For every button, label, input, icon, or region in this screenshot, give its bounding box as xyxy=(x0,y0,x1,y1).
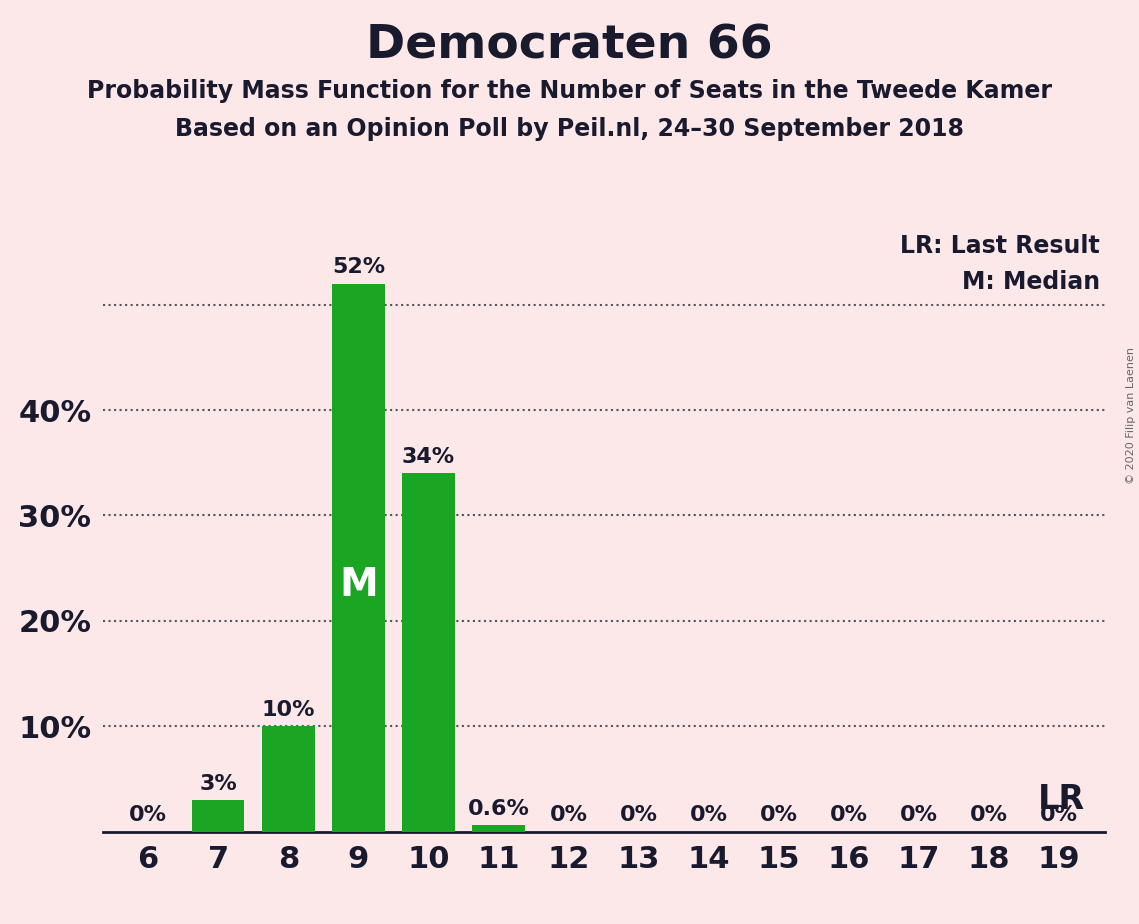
Text: 34%: 34% xyxy=(402,447,454,467)
Bar xyxy=(333,284,385,832)
Text: 52%: 52% xyxy=(331,258,385,277)
Text: 0%: 0% xyxy=(760,806,798,825)
Text: M: Median: M: Median xyxy=(961,270,1100,294)
Text: © 2020 Filip van Laenen: © 2020 Filip van Laenen xyxy=(1126,347,1136,484)
Text: 0%: 0% xyxy=(620,806,657,825)
Text: 0%: 0% xyxy=(830,806,868,825)
Text: 0%: 0% xyxy=(970,806,1008,825)
Text: Democraten 66: Democraten 66 xyxy=(366,23,773,68)
Text: 0%: 0% xyxy=(1040,806,1079,825)
Text: 0.6%: 0.6% xyxy=(468,799,530,819)
Text: 10%: 10% xyxy=(262,699,316,720)
Text: LR: Last Result: LR: Last Result xyxy=(900,234,1100,258)
Text: 0%: 0% xyxy=(129,806,167,825)
Text: LR: LR xyxy=(1038,783,1085,816)
Bar xyxy=(191,800,245,832)
Bar xyxy=(473,825,525,832)
Bar xyxy=(262,726,314,832)
Text: 0%: 0% xyxy=(550,806,588,825)
Text: 3%: 3% xyxy=(199,773,237,794)
Text: Probability Mass Function for the Number of Seats in the Tweede Kamer: Probability Mass Function for the Number… xyxy=(87,79,1052,103)
Text: 0%: 0% xyxy=(690,806,728,825)
Text: Based on an Opinion Poll by Peil.nl, 24–30 September 2018: Based on an Opinion Poll by Peil.nl, 24–… xyxy=(175,117,964,141)
Text: 0%: 0% xyxy=(900,806,939,825)
Text: M: M xyxy=(339,566,378,604)
Bar xyxy=(402,473,454,832)
